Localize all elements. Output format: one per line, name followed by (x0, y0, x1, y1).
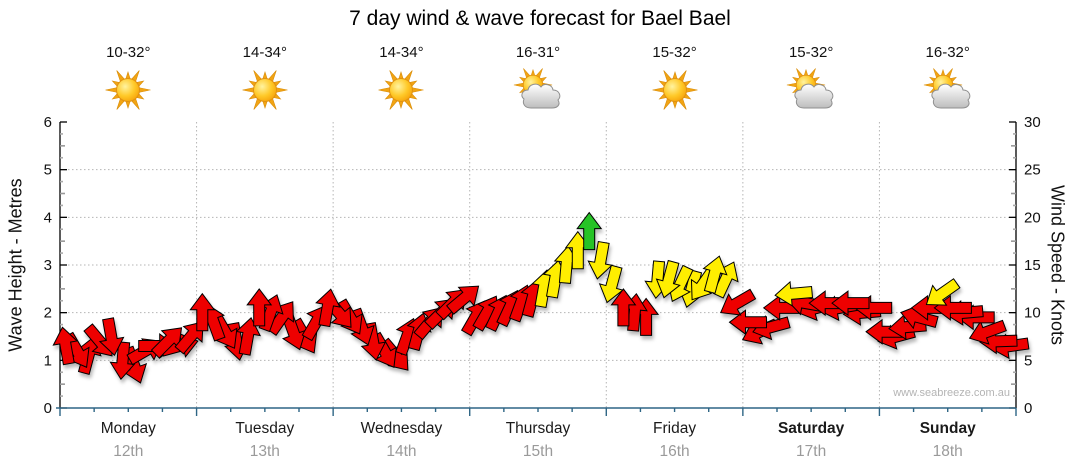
svg-text:6: 6 (44, 114, 52, 131)
wind-arrow (728, 309, 767, 336)
svg-text:5: 5 (1024, 352, 1032, 369)
wind-arrow (655, 259, 681, 299)
day-name-label: Friday (653, 420, 697, 437)
wind-arrows (52, 211, 1030, 384)
wind-arrow (174, 321, 204, 355)
sun-icon (378, 70, 424, 110)
day-temperature-range: 10-32° (106, 44, 151, 61)
day-date-label: 15th (522, 443, 554, 460)
day-temperature-range: 14-34° (379, 44, 424, 61)
wind-arrow (831, 290, 870, 317)
wind-arrow (610, 288, 637, 327)
svg-text:0: 0 (1024, 400, 1032, 417)
day-date-label: 14th (386, 443, 417, 460)
day-temperature-range: 16-31° (515, 44, 561, 61)
svg-text:10: 10 (1024, 305, 1041, 322)
svg-text:15: 15 (1024, 257, 1041, 274)
svg-text:30: 30 (1024, 114, 1041, 131)
day-name-label: Tuesday (235, 420, 295, 437)
wind-arrow (720, 288, 757, 316)
wind-arrow (774, 280, 814, 307)
day-date-label: 12th (113, 443, 144, 460)
day-name-label: Wednesday (360, 420, 443, 437)
sun-cloud-icon (786, 68, 834, 109)
wind-arrow (246, 288, 273, 327)
day-temperature-range: 15-32° (652, 44, 697, 61)
wind-arrow (235, 316, 262, 356)
svg-text:5: 5 (44, 162, 52, 179)
svg-text:3: 3 (44, 257, 52, 274)
wind-arrow (587, 240, 613, 280)
watermark: www.seabreeze.com.au (893, 387, 1010, 399)
svg-text:2: 2 (44, 305, 52, 322)
wind-arrow (52, 326, 79, 366)
svg-text:0: 0 (44, 400, 52, 417)
wind-arrow (315, 288, 341, 328)
day-name-label: Saturday (777, 420, 845, 437)
sun-icon (242, 70, 288, 110)
sun-icon (652, 70, 698, 110)
svg-text:20: 20 (1024, 209, 1041, 226)
wind-arrow (576, 211, 603, 251)
day-name-label: Thursday (505, 420, 571, 437)
day-temperature-range: 16-32° (925, 44, 970, 61)
wind-arrow (598, 264, 624, 304)
day-name-label: Sunday (919, 420, 976, 437)
day-temperature-range: 15-32° (788, 44, 834, 61)
sun-cloud-icon (513, 68, 561, 109)
svg-text:4: 4 (44, 209, 52, 226)
wind-arrow (702, 255, 728, 294)
day-name-label: Monday (100, 420, 156, 437)
day-date-label: 18th (932, 443, 963, 460)
wind-arrow (925, 278, 961, 306)
svg-text:25: 25 (1024, 162, 1041, 179)
chart-title: 7 day wind & wave forecast for Bael Bael (349, 7, 731, 30)
wind-arrow (445, 285, 480, 315)
sun-cloud-icon (923, 68, 970, 109)
wind-arrow (189, 292, 216, 332)
svg-text:1: 1 (44, 352, 52, 369)
day-temperature-range: 14-34° (242, 44, 288, 61)
wind-arrow (98, 317, 125, 357)
sun-icon (105, 70, 151, 110)
day-date-label: 16th (659, 443, 690, 460)
day-date-label: 17th (796, 443, 827, 460)
day-date-label: 13th (249, 443, 280, 460)
